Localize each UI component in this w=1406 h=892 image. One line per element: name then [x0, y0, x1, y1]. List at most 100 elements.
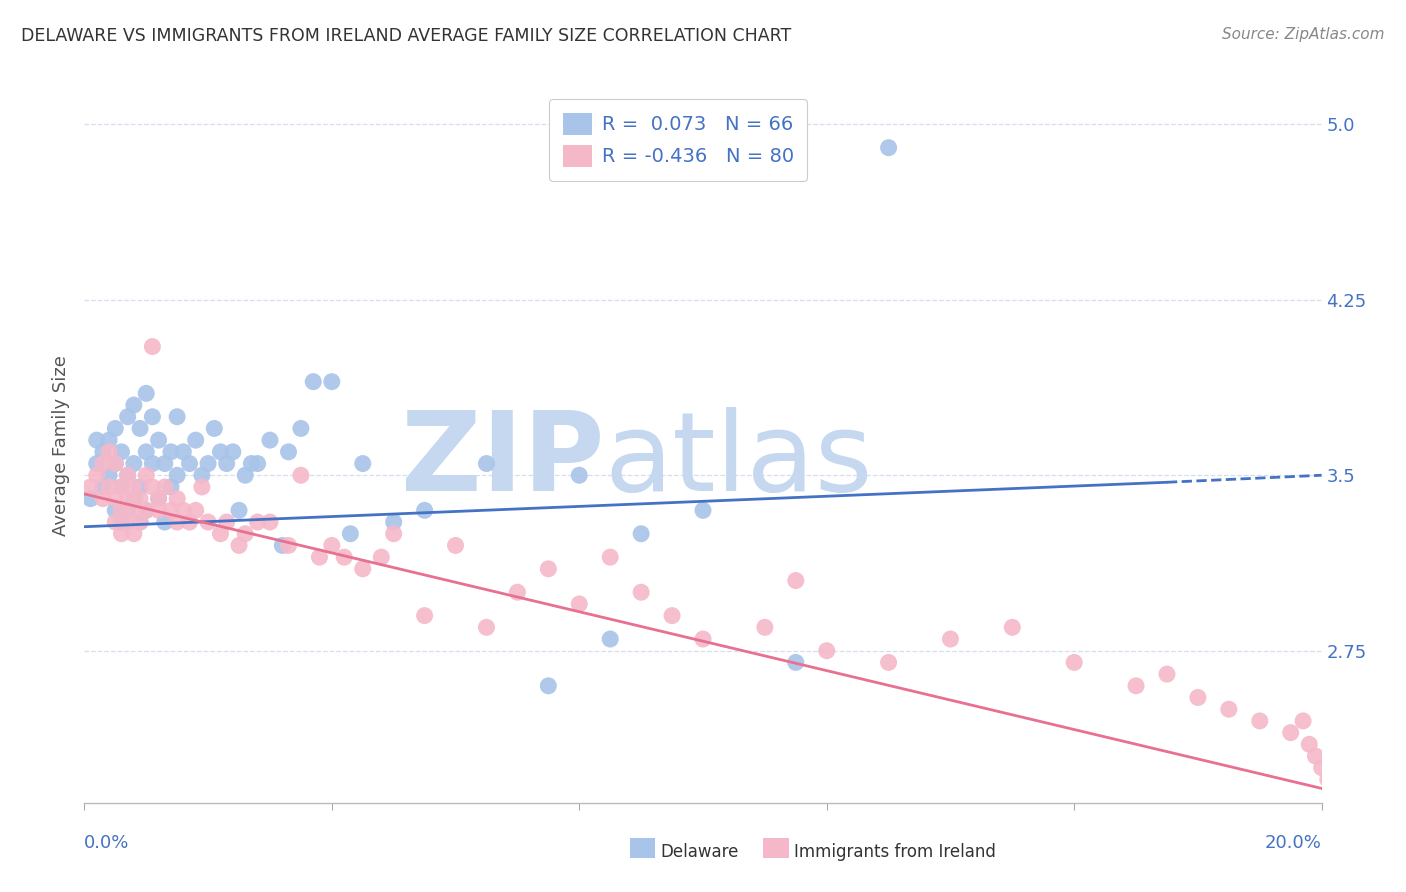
- Y-axis label: Average Family Size: Average Family Size: [52, 356, 70, 536]
- Point: [86, 468, 108, 483]
- Point: [1329, 714, 1351, 728]
- Point: [599, 632, 621, 646]
- Point: [141, 457, 163, 471]
- Point: [246, 515, 269, 529]
- Point: [153, 457, 176, 471]
- Point: [661, 608, 683, 623]
- Point: [233, 468, 256, 483]
- Text: DELAWARE VS IMMIGRANTS FROM IRELAND AVERAGE FAMILY SIZE CORRELATION CHART: DELAWARE VS IMMIGRANTS FROM IRELAND AVER…: [21, 27, 792, 45]
- Point: [277, 445, 299, 459]
- Point: [630, 585, 652, 599]
- Text: ZIP: ZIP: [401, 407, 605, 514]
- Point: [413, 503, 436, 517]
- Point: [475, 457, 498, 471]
- Point: [246, 457, 269, 471]
- Point: [1310, 761, 1333, 775]
- Point: [506, 585, 529, 599]
- Point: [1249, 714, 1271, 728]
- Point: [135, 468, 157, 483]
- Point: [877, 656, 900, 670]
- Point: [184, 503, 207, 517]
- Point: [104, 503, 127, 517]
- Point: [191, 468, 214, 483]
- Point: [382, 526, 405, 541]
- Point: [153, 515, 176, 529]
- Point: [129, 480, 152, 494]
- Point: [122, 503, 145, 517]
- Point: [877, 141, 900, 155]
- Point: [117, 409, 139, 424]
- Point: [382, 515, 405, 529]
- Point: [1292, 714, 1315, 728]
- Point: [222, 445, 245, 459]
- Point: [135, 386, 157, 401]
- Point: [191, 480, 214, 494]
- Point: [271, 538, 294, 552]
- Point: [110, 480, 132, 494]
- Point: [302, 375, 325, 389]
- Point: [321, 538, 343, 552]
- Point: [599, 550, 621, 565]
- Point: [98, 468, 121, 483]
- Point: [233, 526, 256, 541]
- Point: [352, 457, 374, 471]
- Point: [122, 480, 145, 494]
- Point: [117, 515, 139, 529]
- Point: [172, 445, 194, 459]
- Point: [160, 503, 183, 517]
- Point: [166, 409, 188, 424]
- Point: [240, 457, 263, 471]
- Point: [79, 491, 101, 506]
- Point: [1156, 667, 1178, 681]
- Point: [228, 538, 250, 552]
- Point: [135, 503, 157, 517]
- Point: [166, 491, 188, 506]
- Point: [321, 375, 343, 389]
- Point: [98, 433, 121, 447]
- Point: [117, 491, 139, 506]
- Point: [104, 491, 127, 506]
- Point: [172, 503, 194, 517]
- Point: [209, 526, 232, 541]
- Point: [785, 656, 807, 670]
- Point: [290, 421, 312, 435]
- Point: [815, 644, 838, 658]
- Point: [1125, 679, 1147, 693]
- Point: [568, 468, 591, 483]
- Point: [91, 480, 114, 494]
- Point: [110, 480, 132, 494]
- Point: [1316, 772, 1339, 787]
- Point: [122, 526, 145, 541]
- Point: [202, 421, 225, 435]
- Point: [122, 457, 145, 471]
- Point: [141, 409, 163, 424]
- Point: [91, 491, 114, 506]
- Point: [91, 457, 114, 471]
- Point: [475, 620, 498, 634]
- Point: [179, 457, 201, 471]
- Point: [160, 445, 183, 459]
- Point: [444, 538, 467, 552]
- Point: [259, 515, 281, 529]
- Point: [148, 503, 170, 517]
- Point: [692, 632, 714, 646]
- Point: [1305, 749, 1327, 764]
- Point: [141, 480, 163, 494]
- Point: [91, 445, 114, 459]
- Point: [86, 457, 108, 471]
- Text: Immigrants from Ireland: Immigrants from Ireland: [794, 843, 997, 861]
- Point: [197, 457, 219, 471]
- Point: [135, 503, 157, 517]
- Point: [104, 457, 127, 471]
- Point: [352, 562, 374, 576]
- Text: 0.0%: 0.0%: [84, 834, 129, 852]
- Point: [197, 515, 219, 529]
- Point: [215, 515, 238, 529]
- Point: [215, 457, 238, 471]
- Point: [1341, 784, 1364, 798]
- Point: [630, 526, 652, 541]
- Point: [166, 515, 188, 529]
- Point: [290, 468, 312, 483]
- Point: [1323, 749, 1346, 764]
- Point: [277, 538, 299, 552]
